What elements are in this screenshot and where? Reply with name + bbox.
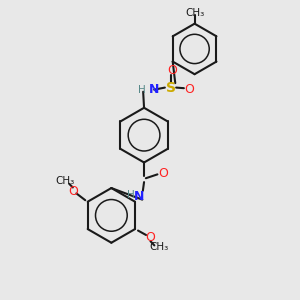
Text: CH₃: CH₃ [150,242,169,253]
Text: H: H [128,190,135,200]
Text: CH₃: CH₃ [185,8,204,18]
Text: O: O [184,82,194,96]
Text: O: O [68,185,78,198]
Text: H: H [138,85,146,95]
Text: S: S [166,81,176,94]
Text: O: O [167,64,177,77]
Text: O: O [158,167,168,180]
Text: N: N [134,190,144,202]
Text: O: O [146,231,155,244]
Text: CH₃: CH₃ [56,176,75,186]
Text: N: N [149,83,160,97]
